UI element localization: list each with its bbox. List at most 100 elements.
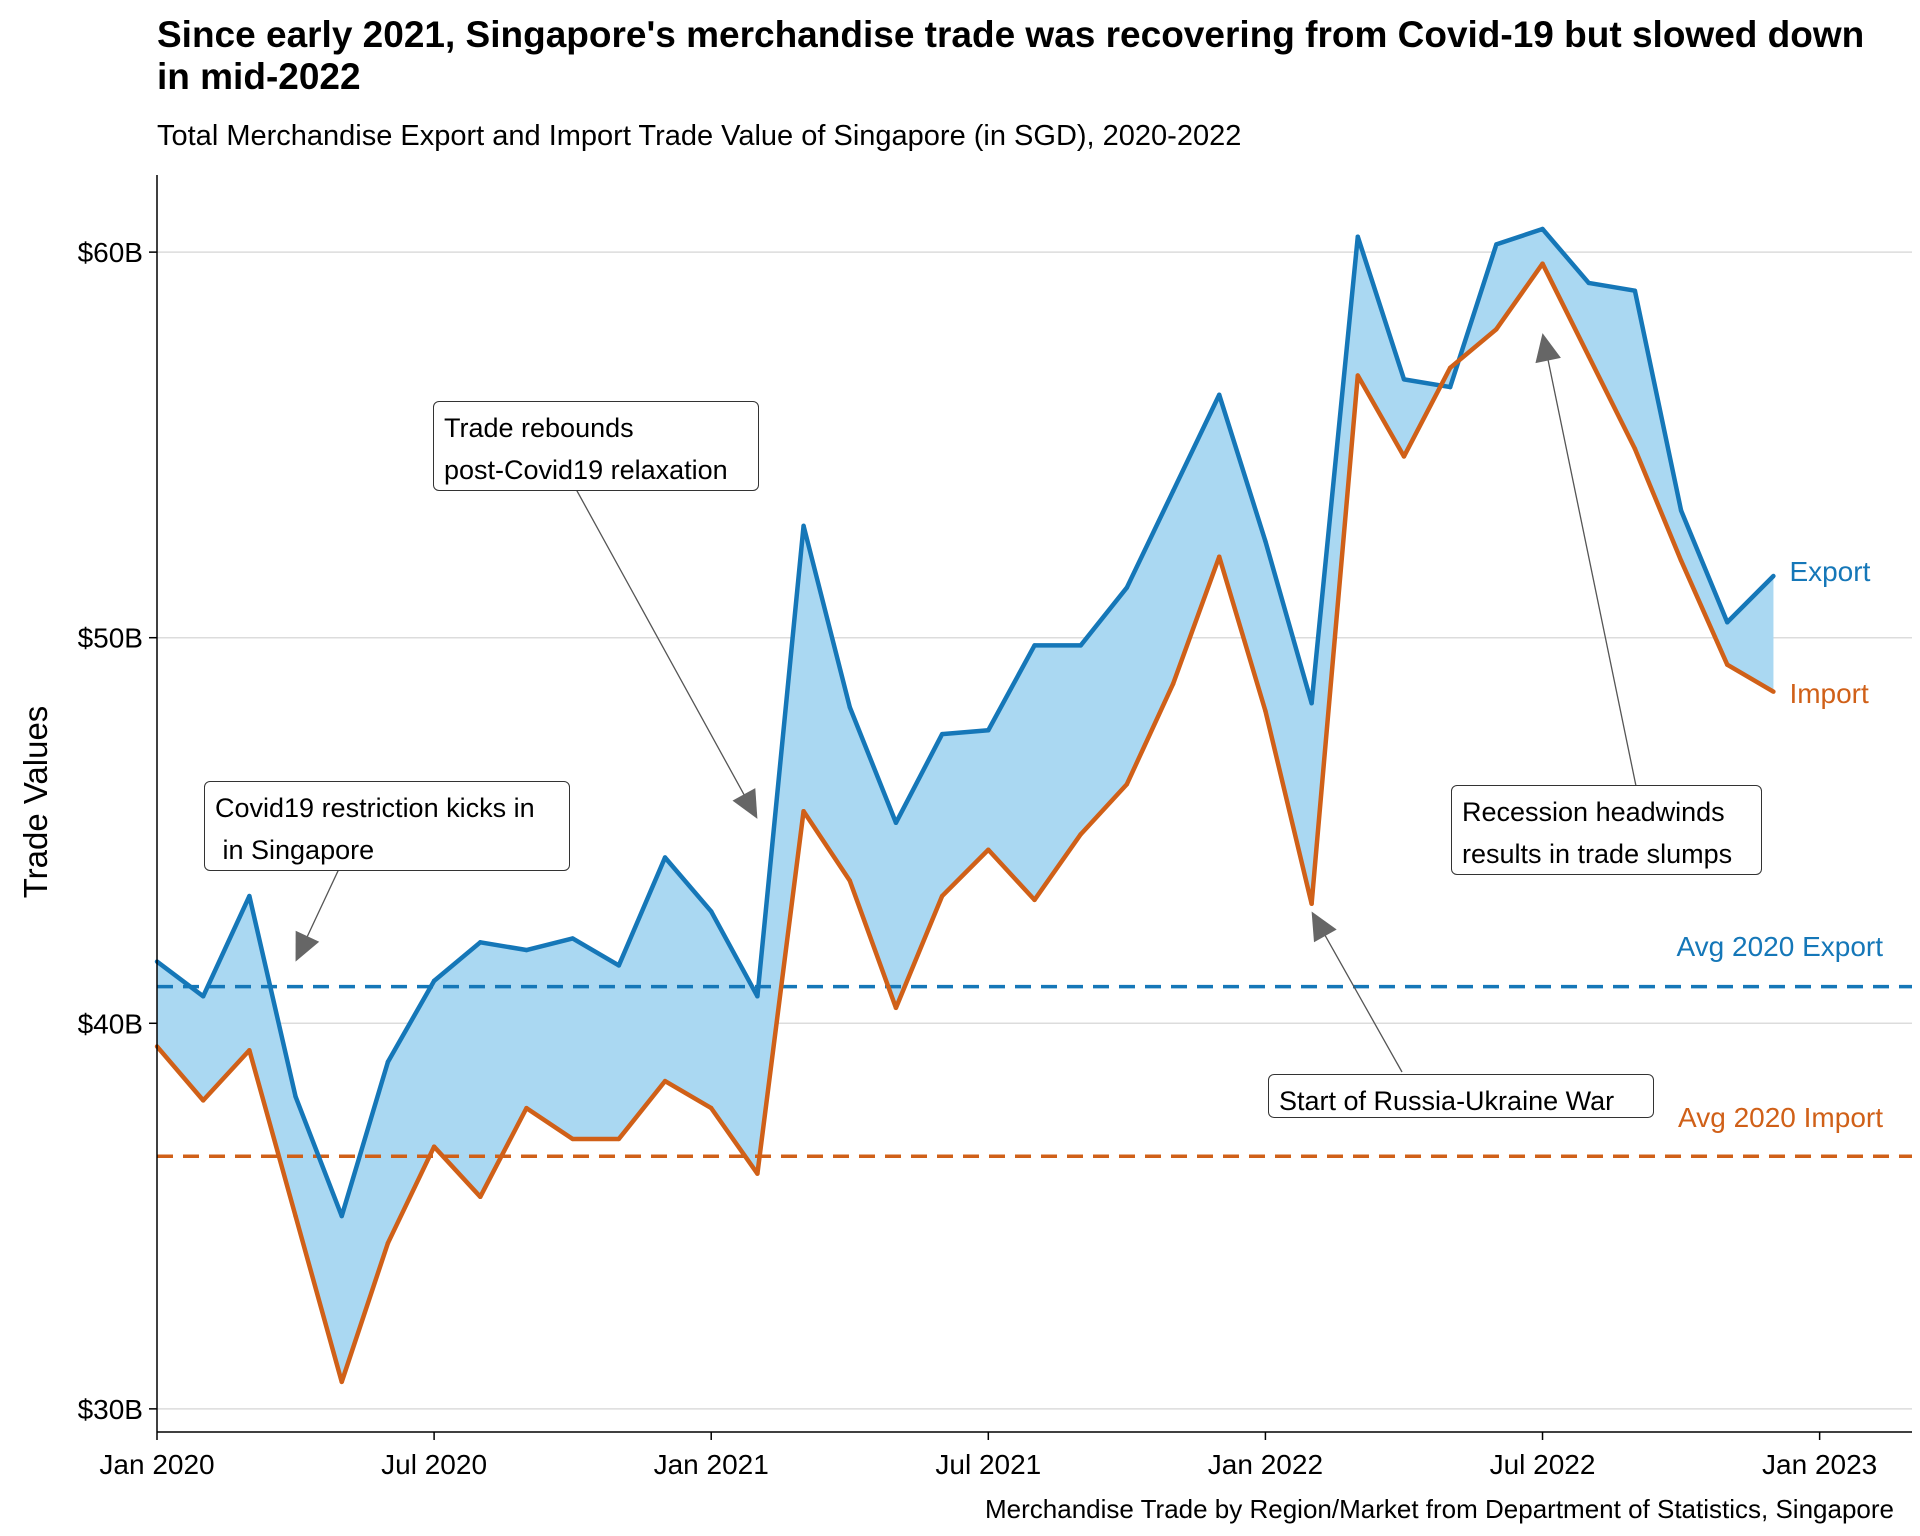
chart-title: Since early 2021, Singapore's merchandis… — [157, 14, 1865, 97]
export-point — [1170, 488, 1176, 494]
x-tick-label: Jul 2020 — [381, 1449, 487, 1480]
annotation-box: Start of Russia-Ukraine War — [1268, 1074, 1654, 1118]
import-point — [847, 878, 852, 883]
import-point — [1678, 558, 1684, 563]
export-point — [1401, 377, 1407, 382]
import-point — [1447, 365, 1453, 370]
export-point — [755, 994, 760, 999]
export-point — [1494, 242, 1499, 247]
annotation-box: Recession headwinds results in trade slu… — [1451, 785, 1762, 875]
import-point — [755, 1171, 760, 1176]
export-point — [939, 731, 945, 737]
annotation-arrowhead — [1311, 911, 1337, 943]
import-point — [893, 1005, 899, 1011]
export-point — [1632, 288, 1638, 293]
export-point — [1355, 234, 1360, 239]
import-point — [1771, 689, 1776, 694]
export-series-label: Export — [1789, 556, 1871, 587]
import-point — [1725, 662, 1730, 667]
import-point — [1586, 354, 1591, 359]
x-tick-label: Jan 2020 — [99, 1449, 214, 1480]
import-point — [478, 1194, 483, 1199]
export-point — [1217, 392, 1222, 397]
annotation-arrow — [1541, 338, 1637, 787]
x-tick-label: Jul 2021 — [935, 1449, 1041, 1480]
export-point — [1447, 384, 1453, 390]
import-series-label: Import — [1789, 677, 1869, 709]
reference-lines — [157, 984, 1912, 1159]
export-point — [524, 947, 529, 953]
y-tick-label: $50B — [78, 623, 143, 654]
export-point — [247, 893, 252, 899]
import-point — [939, 893, 945, 899]
import-point — [1494, 327, 1499, 332]
export-point — [431, 978, 437, 984]
export-point — [893, 820, 899, 825]
reference-line-label: Avg 2020 Import — [1678, 1102, 1883, 1134]
export-point — [478, 940, 483, 945]
annotation-arrowhead — [732, 788, 758, 819]
import-point — [200, 1098, 206, 1103]
annotation-arrowhead — [295, 930, 320, 962]
series-lines — [154, 226, 1776, 1385]
import-point — [1217, 554, 1222, 559]
import-line — [155, 261, 1775, 1385]
import-point — [1309, 901, 1314, 906]
export-point — [570, 936, 575, 941]
y-tick-label: $30B — [78, 1394, 143, 1425]
export-point — [1586, 280, 1591, 286]
import-point — [1355, 373, 1360, 378]
import-point — [293, 1213, 298, 1219]
export-point — [616, 963, 622, 968]
import-point — [1124, 782, 1130, 787]
export-import-gap-area — [157, 228, 1774, 1382]
x-tick-label: Jan 2021 — [654, 1449, 769, 1480]
export-point — [200, 994, 206, 999]
x-tick-label: Jul 2022 — [1490, 1449, 1596, 1480]
y-tick-label: $40B — [78, 1008, 143, 1039]
reference-line-label: Avg 2020 Export — [1676, 930, 1883, 962]
import-point — [1032, 897, 1037, 903]
export-point — [986, 728, 991, 733]
export-point — [847, 704, 852, 710]
import-point — [616, 1136, 622, 1142]
export-point — [1263, 539, 1268, 544]
export-point — [801, 523, 806, 529]
import-point — [570, 1136, 575, 1142]
y-tick-label: $60B — [78, 237, 143, 268]
import-point — [662, 1078, 668, 1084]
import-point — [1632, 446, 1638, 451]
import-point — [1078, 832, 1083, 837]
x-tick-label: Jan 2022 — [1208, 1449, 1323, 1480]
import-point — [709, 1105, 714, 1111]
import-point — [247, 1048, 252, 1053]
export-point — [1771, 573, 1776, 579]
chart-caption: Merchandise Trade by Region/Market from … — [985, 1494, 1894, 1524]
import-point — [1540, 261, 1545, 266]
import-point — [1401, 454, 1407, 459]
annotation-arrow — [1313, 915, 1403, 1073]
export-point — [293, 1094, 298, 1099]
import-point — [1263, 708, 1268, 714]
import-point — [801, 809, 806, 814]
import-point — [339, 1379, 344, 1385]
import-point — [986, 847, 991, 852]
export-point — [1309, 701, 1314, 706]
import-point — [524, 1105, 529, 1111]
annotation-arrow — [570, 479, 756, 815]
export-point — [662, 855, 668, 860]
export-point — [1725, 620, 1730, 625]
import-point — [431, 1144, 437, 1149]
export-point — [1078, 643, 1083, 648]
export-point — [709, 909, 714, 914]
export-point — [1540, 226, 1545, 232]
annotation-box: Covid19 restriction kicks in in Singapor… — [204, 781, 570, 871]
export-point — [339, 1213, 344, 1219]
export-point — [1124, 585, 1130, 590]
annotation-arrowhead — [1535, 333, 1561, 364]
axes: $30B $40B $50B $60B Jan 2020 Jul 2020 Jan 2021… — [78, 175, 1912, 1480]
export-point — [385, 1059, 391, 1065]
export-line — [155, 226, 1776, 1219]
annotation-arrows — [295, 333, 1637, 1073]
